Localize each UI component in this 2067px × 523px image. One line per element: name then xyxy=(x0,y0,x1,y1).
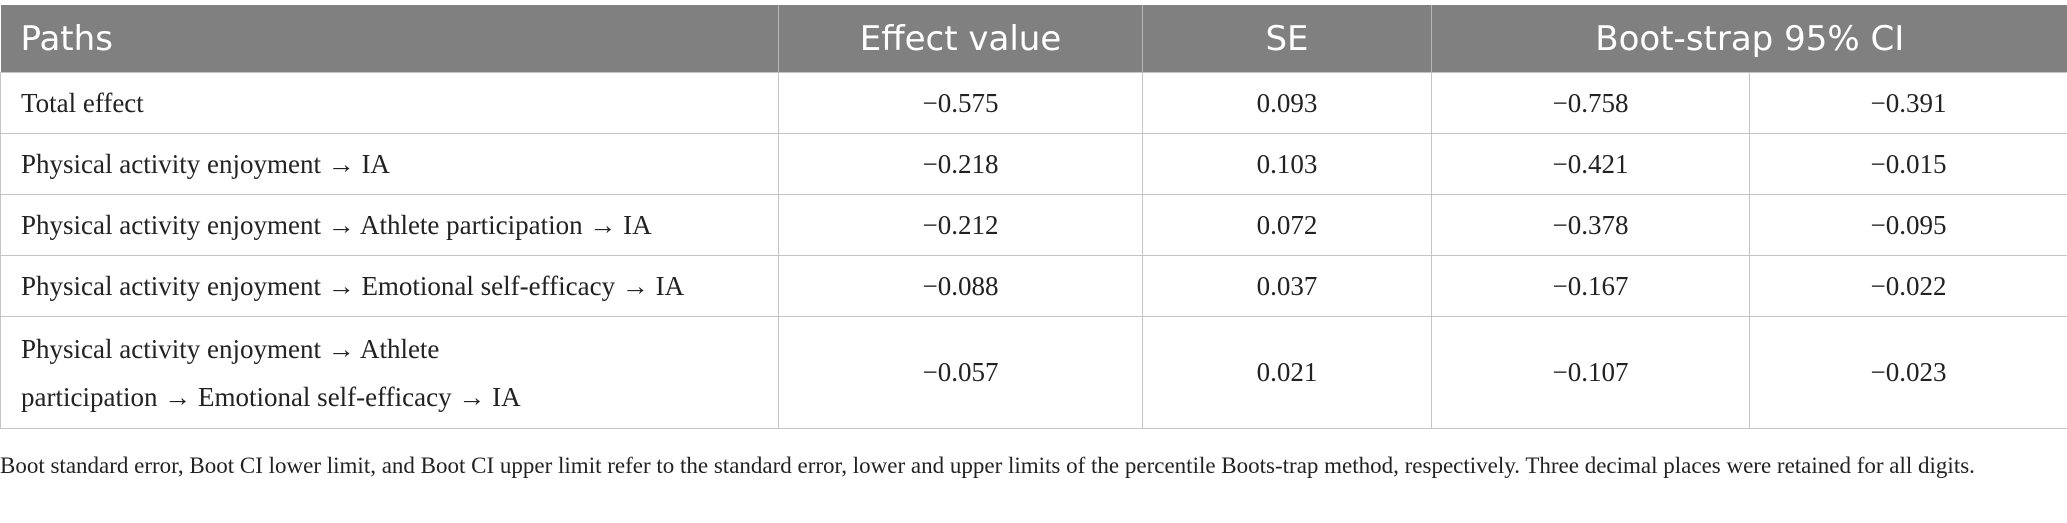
path-cell: Physical activity enjoyment → Emotional … xyxy=(0,255,779,317)
path-cell: Physical activity enjoyment → IA xyxy=(0,133,779,195)
se-cell: 0.021 xyxy=(1142,316,1432,429)
ci-upper-cell: −0.023 xyxy=(1748,316,2067,429)
mediation-effects-table: Paths Effect value SE Boot-strap 95% CI … xyxy=(0,5,2067,429)
se-cell: 0.103 xyxy=(1142,133,1432,195)
table-header-row: Paths Effect value SE Boot-strap 95% CI xyxy=(0,5,2067,73)
effect-cell: −0.212 xyxy=(778,194,1143,256)
ci-upper-cell: −0.022 xyxy=(1748,255,2067,317)
se-cell: 0.072 xyxy=(1142,194,1432,256)
results-table-container: Paths Effect value SE Boot-strap 95% CI … xyxy=(0,5,2067,429)
path-cell: Physical activity enjoyment → Athlete pa… xyxy=(0,194,779,256)
ci-upper-cell: −0.015 xyxy=(1748,133,2067,195)
table-footnote: Boot standard error, Boot CI lower limit… xyxy=(0,453,1975,478)
path-line-2: participation → Emotional self-efficacy … xyxy=(21,381,521,412)
table-row: Physical activity enjoyment → IA −0.218 … xyxy=(0,133,2067,195)
ci-upper-cell: −0.095 xyxy=(1748,194,2067,256)
header-effect-value: Effect value xyxy=(778,5,1143,73)
ci-lower-cell: −0.758 xyxy=(1431,72,1750,134)
se-cell: 0.093 xyxy=(1142,72,1432,134)
table-row: Physical activity enjoyment → Athlete pa… xyxy=(0,316,2067,429)
effect-cell: −0.575 xyxy=(778,72,1143,134)
ci-lower-cell: −0.107 xyxy=(1431,316,1750,429)
effect-cell: −0.218 xyxy=(778,133,1143,195)
table-row: Physical activity enjoyment → Athlete pa… xyxy=(0,194,2067,256)
header-paths: Paths xyxy=(0,5,779,73)
ci-upper-cell: −0.391 xyxy=(1748,72,2067,134)
ci-lower-cell: −0.167 xyxy=(1431,255,1750,317)
header-bootstrap-ci: Boot-strap 95% CI xyxy=(1431,5,2067,73)
effect-cell: −0.088 xyxy=(778,255,1143,317)
path-cell: Physical activity enjoyment → Athlete pa… xyxy=(0,316,779,429)
ci-lower-cell: −0.378 xyxy=(1431,194,1750,256)
table-row: Total effect −0.575 0.093 −0.758 −0.391 xyxy=(0,72,2067,134)
path-line-1: Physical activity enjoyment → Athlete xyxy=(21,333,440,364)
path-cell: Total effect xyxy=(0,72,779,134)
effect-cell: −0.057 xyxy=(778,316,1143,429)
header-se: SE xyxy=(1142,5,1432,73)
ci-lower-cell: −0.421 xyxy=(1431,133,1750,195)
table-row: Physical activity enjoyment → Emotional … xyxy=(0,255,2067,317)
se-cell: 0.037 xyxy=(1142,255,1432,317)
